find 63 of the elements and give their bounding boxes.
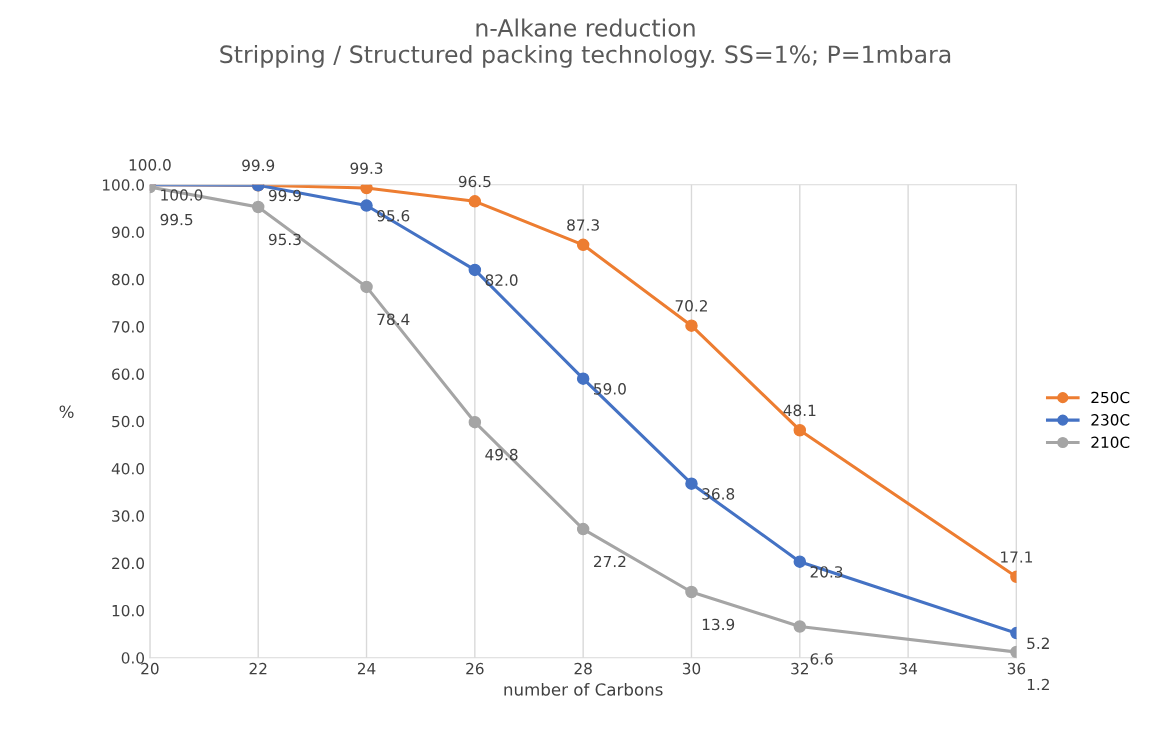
data-label: 99.9 <box>268 189 301 202</box>
point <box>468 415 482 429</box>
point <box>685 585 698 599</box>
y-tick-label: 80.0 <box>112 273 145 286</box>
x-tick-label: 34 <box>899 662 917 675</box>
x-axis-title: number of Carbons <box>504 682 663 696</box>
legend-label: 230C <box>1091 414 1130 426</box>
point <box>576 522 590 536</box>
point <box>360 184 373 195</box>
point <box>576 372 590 385</box>
x-tick-label: 30 <box>682 662 701 675</box>
legend-label: 250C <box>1091 391 1130 404</box>
x-tick-label: 36 <box>1007 662 1026 675</box>
point <box>360 280 373 294</box>
data-label: 49.8 <box>485 448 518 461</box>
x-tick-label: 24 <box>357 662 376 675</box>
legend-label: 210C <box>1091 436 1130 449</box>
point <box>685 477 698 490</box>
data-label: 48.1 <box>783 404 816 417</box>
y-tick-label: 90.0 <box>111 226 145 239</box>
y-tick-label: 30.0 <box>112 510 145 522</box>
data-label: 100.0 <box>129 159 171 171</box>
data-label: 17.1 <box>1001 551 1033 563</box>
y-axis-title: % <box>59 405 74 418</box>
data-label: 13.9 <box>702 618 735 631</box>
point <box>793 423 807 437</box>
data-label: 27.2 <box>594 555 626 568</box>
data-label: 100.0 <box>161 189 203 201</box>
x-tick-label: 20 <box>141 662 159 675</box>
data-label: 99.5 <box>160 213 193 226</box>
point <box>360 199 373 212</box>
data-label: 87.3 <box>567 219 599 231</box>
y-tick-label: 100.0 <box>102 179 145 191</box>
chart-title: n-Alkane reduction Stripping / Structured packing technology. SS=1%; P=1mbara <box>220 18 951 68</box>
data-label: 99.3 <box>350 162 383 174</box>
y-tick-label: 20.0 <box>112 557 145 570</box>
point <box>251 200 265 214</box>
data-label: 82.0 <box>485 274 518 286</box>
x-tick-label: 32 <box>791 662 808 675</box>
data-label: 6.6 <box>810 653 833 665</box>
y-tick-label: 70.0 <box>112 321 145 333</box>
y-tick-label: 10.0 <box>112 604 145 617</box>
x-tick-label: 22 <box>249 662 267 675</box>
point <box>468 195 482 208</box>
point <box>576 238 590 252</box>
point <box>793 555 807 568</box>
data-label: 59.0 <box>594 383 626 395</box>
point <box>685 319 698 332</box>
data-label: 70.2 <box>675 300 707 312</box>
data-label: 99.9 <box>242 159 275 172</box>
point <box>793 620 807 633</box>
y-tick-label: 60.0 <box>112 368 145 380</box>
x-tick-label: 28 <box>574 662 592 675</box>
data-label: 95.3 <box>268 233 301 246</box>
y-tick-label: 0.0 <box>121 652 145 664</box>
y-tick-label: 50.0 <box>112 415 145 428</box>
point <box>468 263 482 277</box>
data-label: 5.2 <box>1027 637 1049 650</box>
data-label: 1.2 <box>1027 678 1049 691</box>
data-label: 78.4 <box>377 313 410 326</box>
y-tick-label: 40.0 <box>111 462 145 475</box>
data-label: 96.5 <box>458 175 491 188</box>
x-tick-label: 26 <box>466 662 484 675</box>
